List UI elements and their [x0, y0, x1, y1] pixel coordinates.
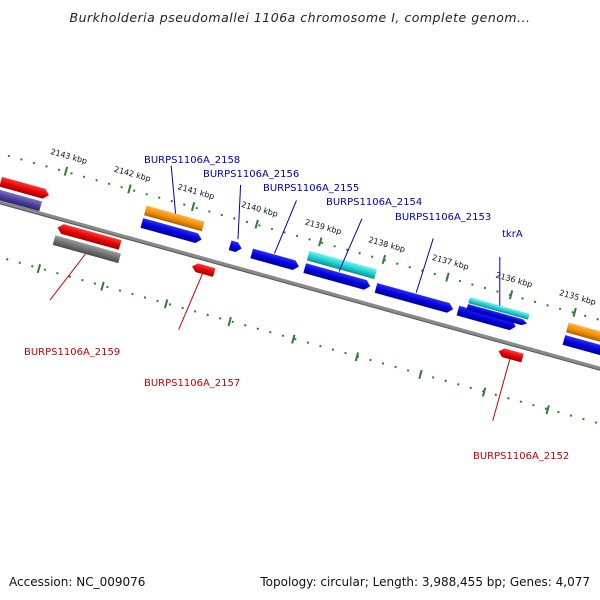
gene-2153-arrow[interactable]: [374, 283, 455, 314]
gene-label-2158[interactable]: BURPS1106A_2158: [144, 155, 240, 166]
outer-tick-track: [7, 154, 600, 339]
gene-2159-gray[interactable]: [52, 235, 121, 264]
forward-strand: [0, 176, 600, 357]
gene-2159-arrow[interactable]: [56, 223, 122, 250]
gene-left-red-forward[interactable]: [0, 176, 50, 200]
gene-label-2153[interactable]: BURPS1106A_2153: [395, 212, 491, 223]
gene-2154-arrow[interactable]: [303, 263, 371, 291]
gene-label-2156[interactable]: BURPS1106A_2156: [203, 169, 299, 180]
gene-2158-block[interactable]: [143, 205, 205, 232]
gene-label-2152[interactable]: BURPS1106A_2152: [473, 451, 569, 462]
gene-left-purple[interactable]: [0, 189, 42, 212]
tick-label-2138: 2138 kbp: [367, 235, 406, 254]
gene-2153b-arrow[interactable]: [456, 305, 517, 332]
gene-2158-arrow[interactable]: [140, 218, 203, 244]
tick-label-2141: 2141 kbp: [177, 182, 216, 201]
gene-label-2157[interactable]: BURPS1106A_2157: [144, 378, 240, 389]
inner-major-ticks: [36, 263, 550, 415]
gene-label-2159[interactable]: BURPS1106A_2159: [24, 347, 120, 358]
inner-tick-track: [0, 251, 600, 435]
map-title: Burkholderia pseudomallei 1106a chromoso…: [69, 10, 531, 25]
backbone-shadow: [0, 199, 600, 385]
gene-tkrA-arrow[interactable]: [466, 304, 527, 326]
tick-label-2142: 2142 kbp: [113, 165, 152, 184]
gene-label-2154[interactable]: BURPS1106A_2154: [326, 197, 422, 208]
gene-label-2155[interactable]: BURPS1106A_2155: [263, 183, 359, 194]
reverse-strand: [52, 223, 524, 363]
tick-label-2136: 2136 kbp: [495, 271, 534, 290]
gene-tkrA-block[interactable]: [468, 297, 530, 320]
chromosome-backbone: [0, 196, 600, 385]
tick-label-2137: 2137 kbp: [431, 253, 470, 272]
gene-label-tkrA[interactable]: tkrA: [502, 229, 523, 240]
genome-summary-text: Topology: circular; Length: 3,988,455 bp…: [260, 575, 590, 589]
tick-label-2140: 2140 kbp: [240, 200, 279, 219]
tick-label-2139: 2139 kbp: [304, 218, 343, 237]
gene-2157-arrow[interactable]: [191, 262, 216, 277]
reverse-label-connectors: [49, 253, 511, 422]
outer-major-ticks: [63, 166, 577, 317]
accession-text: Accession: NC_009076: [9, 575, 146, 589]
tick-label-2143: 2143 kbp: [49, 147, 88, 166]
gene-far-right-orange[interactable]: [566, 322, 600, 343]
tick-label-2135: 2135 kbp: [558, 288, 597, 307]
gene-2156-arrow[interactable]: [228, 240, 243, 254]
gene-2152-arrow[interactable]: [497, 347, 524, 363]
forward-label-connectors: [170, 165, 501, 306]
gene-2155-arrow[interactable]: [250, 248, 300, 272]
